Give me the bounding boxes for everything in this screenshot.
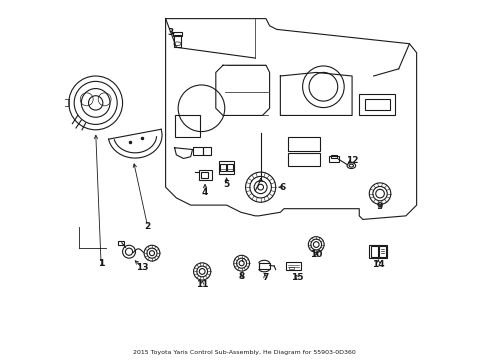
Bar bbox=[286, 262, 300, 270]
Text: 12: 12 bbox=[345, 156, 358, 165]
Text: 10: 10 bbox=[309, 250, 322, 259]
Bar bbox=[174, 35, 181, 47]
Bar bbox=[227, 164, 233, 171]
Text: 5: 5 bbox=[223, 180, 229, 189]
Text: 8: 8 bbox=[238, 272, 244, 281]
Bar bbox=[174, 116, 199, 137]
Bar bbox=[192, 147, 202, 155]
Bar bbox=[359, 94, 394, 116]
Bar bbox=[287, 153, 319, 166]
Text: 3: 3 bbox=[167, 28, 174, 37]
Text: 9: 9 bbox=[376, 202, 383, 211]
Text: 1: 1 bbox=[98, 259, 104, 268]
Text: 4: 4 bbox=[202, 188, 208, 197]
Bar bbox=[330, 155, 336, 158]
Text: 2: 2 bbox=[144, 222, 150, 231]
Bar bbox=[370, 246, 377, 257]
Text: 13: 13 bbox=[136, 264, 148, 273]
Text: 2015 Toyota Yaris Control Sub-Assembly, He Diagram for 55903-0D360: 2015 Toyota Yaris Control Sub-Assembly, … bbox=[133, 350, 355, 355]
Text: 15: 15 bbox=[291, 273, 303, 282]
Bar bbox=[287, 137, 319, 151]
Bar bbox=[289, 267, 293, 269]
Bar bbox=[203, 147, 211, 155]
Text: 6: 6 bbox=[279, 183, 285, 192]
Bar bbox=[118, 241, 124, 244]
Bar bbox=[220, 164, 225, 171]
Bar bbox=[218, 161, 234, 174]
Bar bbox=[368, 244, 386, 258]
Bar bbox=[328, 156, 338, 162]
Bar bbox=[198, 170, 211, 180]
Text: 14: 14 bbox=[371, 260, 384, 269]
Bar bbox=[364, 99, 389, 110]
Bar bbox=[258, 263, 269, 269]
Bar bbox=[201, 172, 207, 178]
Text: 1: 1 bbox=[98, 259, 104, 268]
Bar bbox=[172, 32, 182, 36]
Bar bbox=[378, 246, 385, 257]
Text: 11: 11 bbox=[196, 280, 208, 289]
Text: 7: 7 bbox=[262, 273, 268, 282]
